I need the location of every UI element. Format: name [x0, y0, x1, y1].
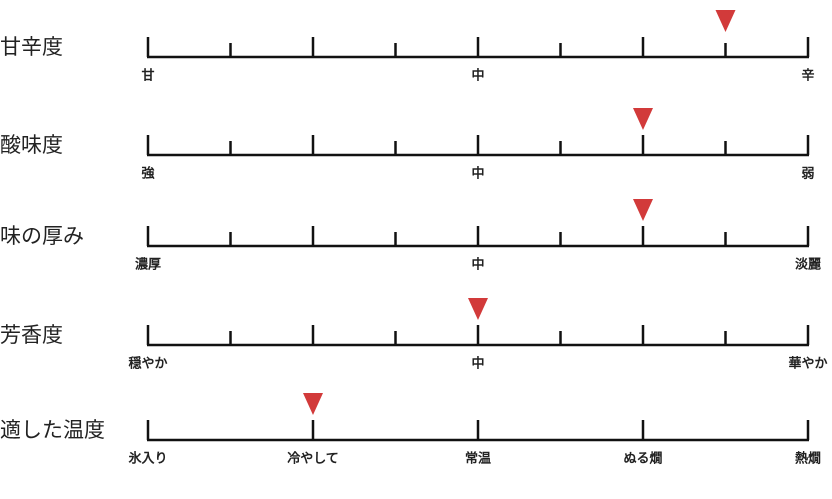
scale-label: 強 — [141, 166, 155, 182]
scale-label: 中 — [471, 356, 484, 372]
marker — [303, 393, 323, 415]
scale-label: 中 — [471, 68, 484, 84]
scale-label: 穏やか — [128, 356, 167, 372]
marker — [633, 108, 653, 130]
scale-label: 常温 — [465, 451, 491, 467]
scale-label: ぬる燗 — [623, 451, 662, 467]
scale-label: 冷やして — [287, 451, 339, 467]
marker — [468, 298, 488, 320]
row-title: 適した温度 — [0, 418, 105, 442]
scale-label: 辛 — [801, 68, 814, 84]
scale-label: 華やか — [788, 356, 827, 372]
scale-label: 熱燗 — [795, 451, 821, 467]
scale-label: 濃厚 — [135, 257, 161, 273]
scale-label: 中 — [471, 166, 484, 182]
row-title: 芳香度 — [0, 323, 63, 347]
marker — [715, 10, 736, 32]
row-title: 酸味度 — [0, 133, 63, 157]
marker — [633, 199, 653, 221]
scale-label: 淡麗 — [795, 258, 821, 273]
row-title: 味の厚み — [0, 224, 84, 248]
row-title: 甘辛度 — [0, 35, 63, 59]
scale-label: 弱 — [801, 167, 814, 182]
scale-label: 氷入り — [128, 451, 167, 467]
scale-label: 甘 — [141, 68, 154, 84]
scale-label: 中 — [471, 257, 484, 273]
